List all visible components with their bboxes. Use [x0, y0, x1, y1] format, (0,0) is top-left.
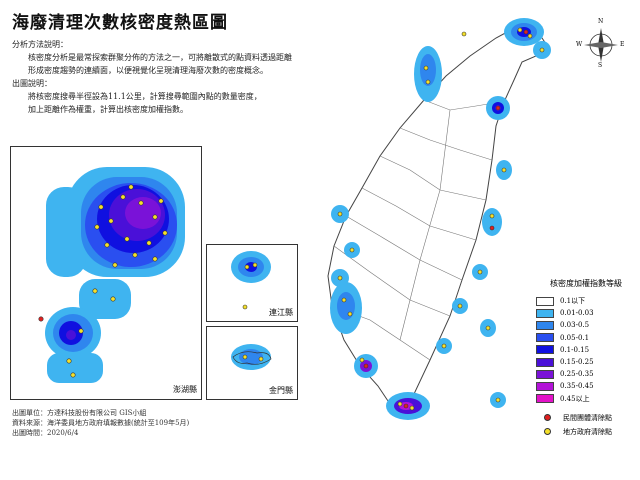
output-line: 將核密度搜尋半徑設為11.1公里，計算搜尋範圍內點的數量密度， — [28, 92, 262, 101]
legend-point-label: 地方政府清除點 — [563, 427, 612, 436]
legend-swatch — [536, 369, 554, 379]
footer-date: 出圖時間：2020/6/4 — [12, 429, 79, 437]
legend-swatch — [536, 381, 554, 391]
description-block: 分析方法說明： 核密度分析是最常探索群聚分佈的方法之一，可將離散式的點資料透過距… — [12, 38, 312, 116]
legend-class-label: 0.03-0.5 — [560, 321, 590, 330]
map-legend: 核密度加權指數等級 0.1以下 0.01-0.03 0.03-0.5 0.05-0.1… — [536, 278, 636, 439]
legend-swatch — [536, 394, 554, 404]
method-heading: 分析方法說明： — [12, 40, 68, 49]
legend-class-row: 0.1-0.15 — [536, 344, 636, 356]
legend-class-label: 0.45以上 — [560, 394, 590, 403]
output-heading: 出圖說明： — [12, 79, 52, 88]
legend-class-label: 0.1-0.15 — [560, 345, 590, 354]
compass-w: W — [576, 41, 583, 48]
legend-swatch — [536, 308, 554, 318]
inset-lienchiang: 連江縣 — [206, 244, 298, 322]
legend-class-label: 0.15-0.25 — [560, 358, 594, 367]
legend-class-label: 0.35-0.45 — [560, 382, 594, 391]
legend-class-label: 0.05-0.1 — [560, 333, 590, 342]
legend-swatch — [536, 296, 554, 306]
legend-swatch — [536, 345, 554, 355]
legend-class-row: 0.45以上 — [536, 393, 636, 405]
footer: 出圖單位：方達科技股份有限公司 GIS小組 資料來源：海洋委員地方政府填報數據(… — [12, 408, 189, 438]
compass-s: S — [598, 62, 603, 69]
footer-unit: 出圖單位：方達科技股份有限公司 GIS小組 — [12, 409, 147, 417]
legend-class-row: 0.15-0.25 — [536, 356, 636, 368]
output-line: 加上距離作為權重，計算出核密度加權指數。 — [28, 105, 188, 114]
kinmen-heatmap — [231, 344, 272, 370]
map-title: 海廢清理次數核密度熱區圖 — [12, 13, 228, 33]
method-line: 核密度分析是最常探索群聚分佈的方法之一，可將離散式的點資料透過距離 — [28, 53, 292, 62]
inset-kinmen: 金門縣 — [206, 326, 298, 400]
inset-label-lienchiang: 連江縣 — [269, 308, 293, 317]
method-line: 形成密度趨勢的連續面，以便視覺化呈現清理海廢次數的密度概念。 — [28, 66, 268, 75]
penghu-heatmap — [38, 167, 185, 383]
legend-class-row: 0.25-0.35 — [536, 368, 636, 380]
compass-rose: N S E W — [576, 18, 626, 70]
legend-class-row: 0.35-0.45 — [536, 380, 636, 392]
legend-class-row: 0.05-0.1 — [536, 332, 636, 344]
compass-n: N — [598, 18, 604, 25]
legend-class-row: 0.01-0.03 — [536, 307, 636, 319]
legend-title: 核密度加權指數等級 — [550, 279, 622, 288]
inset-label-penghu: 澎湖縣 — [173, 385, 197, 394]
legend-swatch — [536, 320, 554, 330]
compass-e: E — [620, 41, 625, 48]
legend-class-label: 0.01-0.03 — [560, 309, 594, 318]
legend-class-label: 0.25-0.35 — [560, 370, 594, 379]
legend-point-icon — [544, 428, 551, 436]
footer-source: 資料來源：海洋委員地方政府填報數據(統計至109年5月) — [12, 419, 190, 427]
compass-icon — [584, 28, 618, 62]
legend-point-icon — [544, 414, 551, 422]
legend-class-label: 0.1以下 — [560, 297, 586, 306]
legend-point-row: 民間團體清除點 — [536, 411, 636, 425]
lienchiang-heatmap — [231, 251, 271, 310]
legend-class-row: 0.03-0.5 — [536, 319, 636, 331]
inset-penghu: 澎湖縣 — [10, 146, 202, 400]
legend-swatch — [536, 333, 554, 343]
legend-point-row: 地方政府清除點 — [536, 425, 636, 439]
inset-label-kinmen: 金門縣 — [269, 386, 293, 395]
legend-class-row: 0.1以下 — [536, 295, 636, 307]
taiwan-heatmap — [327, 18, 551, 420]
legend-swatch — [536, 357, 554, 367]
legend-point-label: 民間團體清除點 — [563, 413, 612, 422]
